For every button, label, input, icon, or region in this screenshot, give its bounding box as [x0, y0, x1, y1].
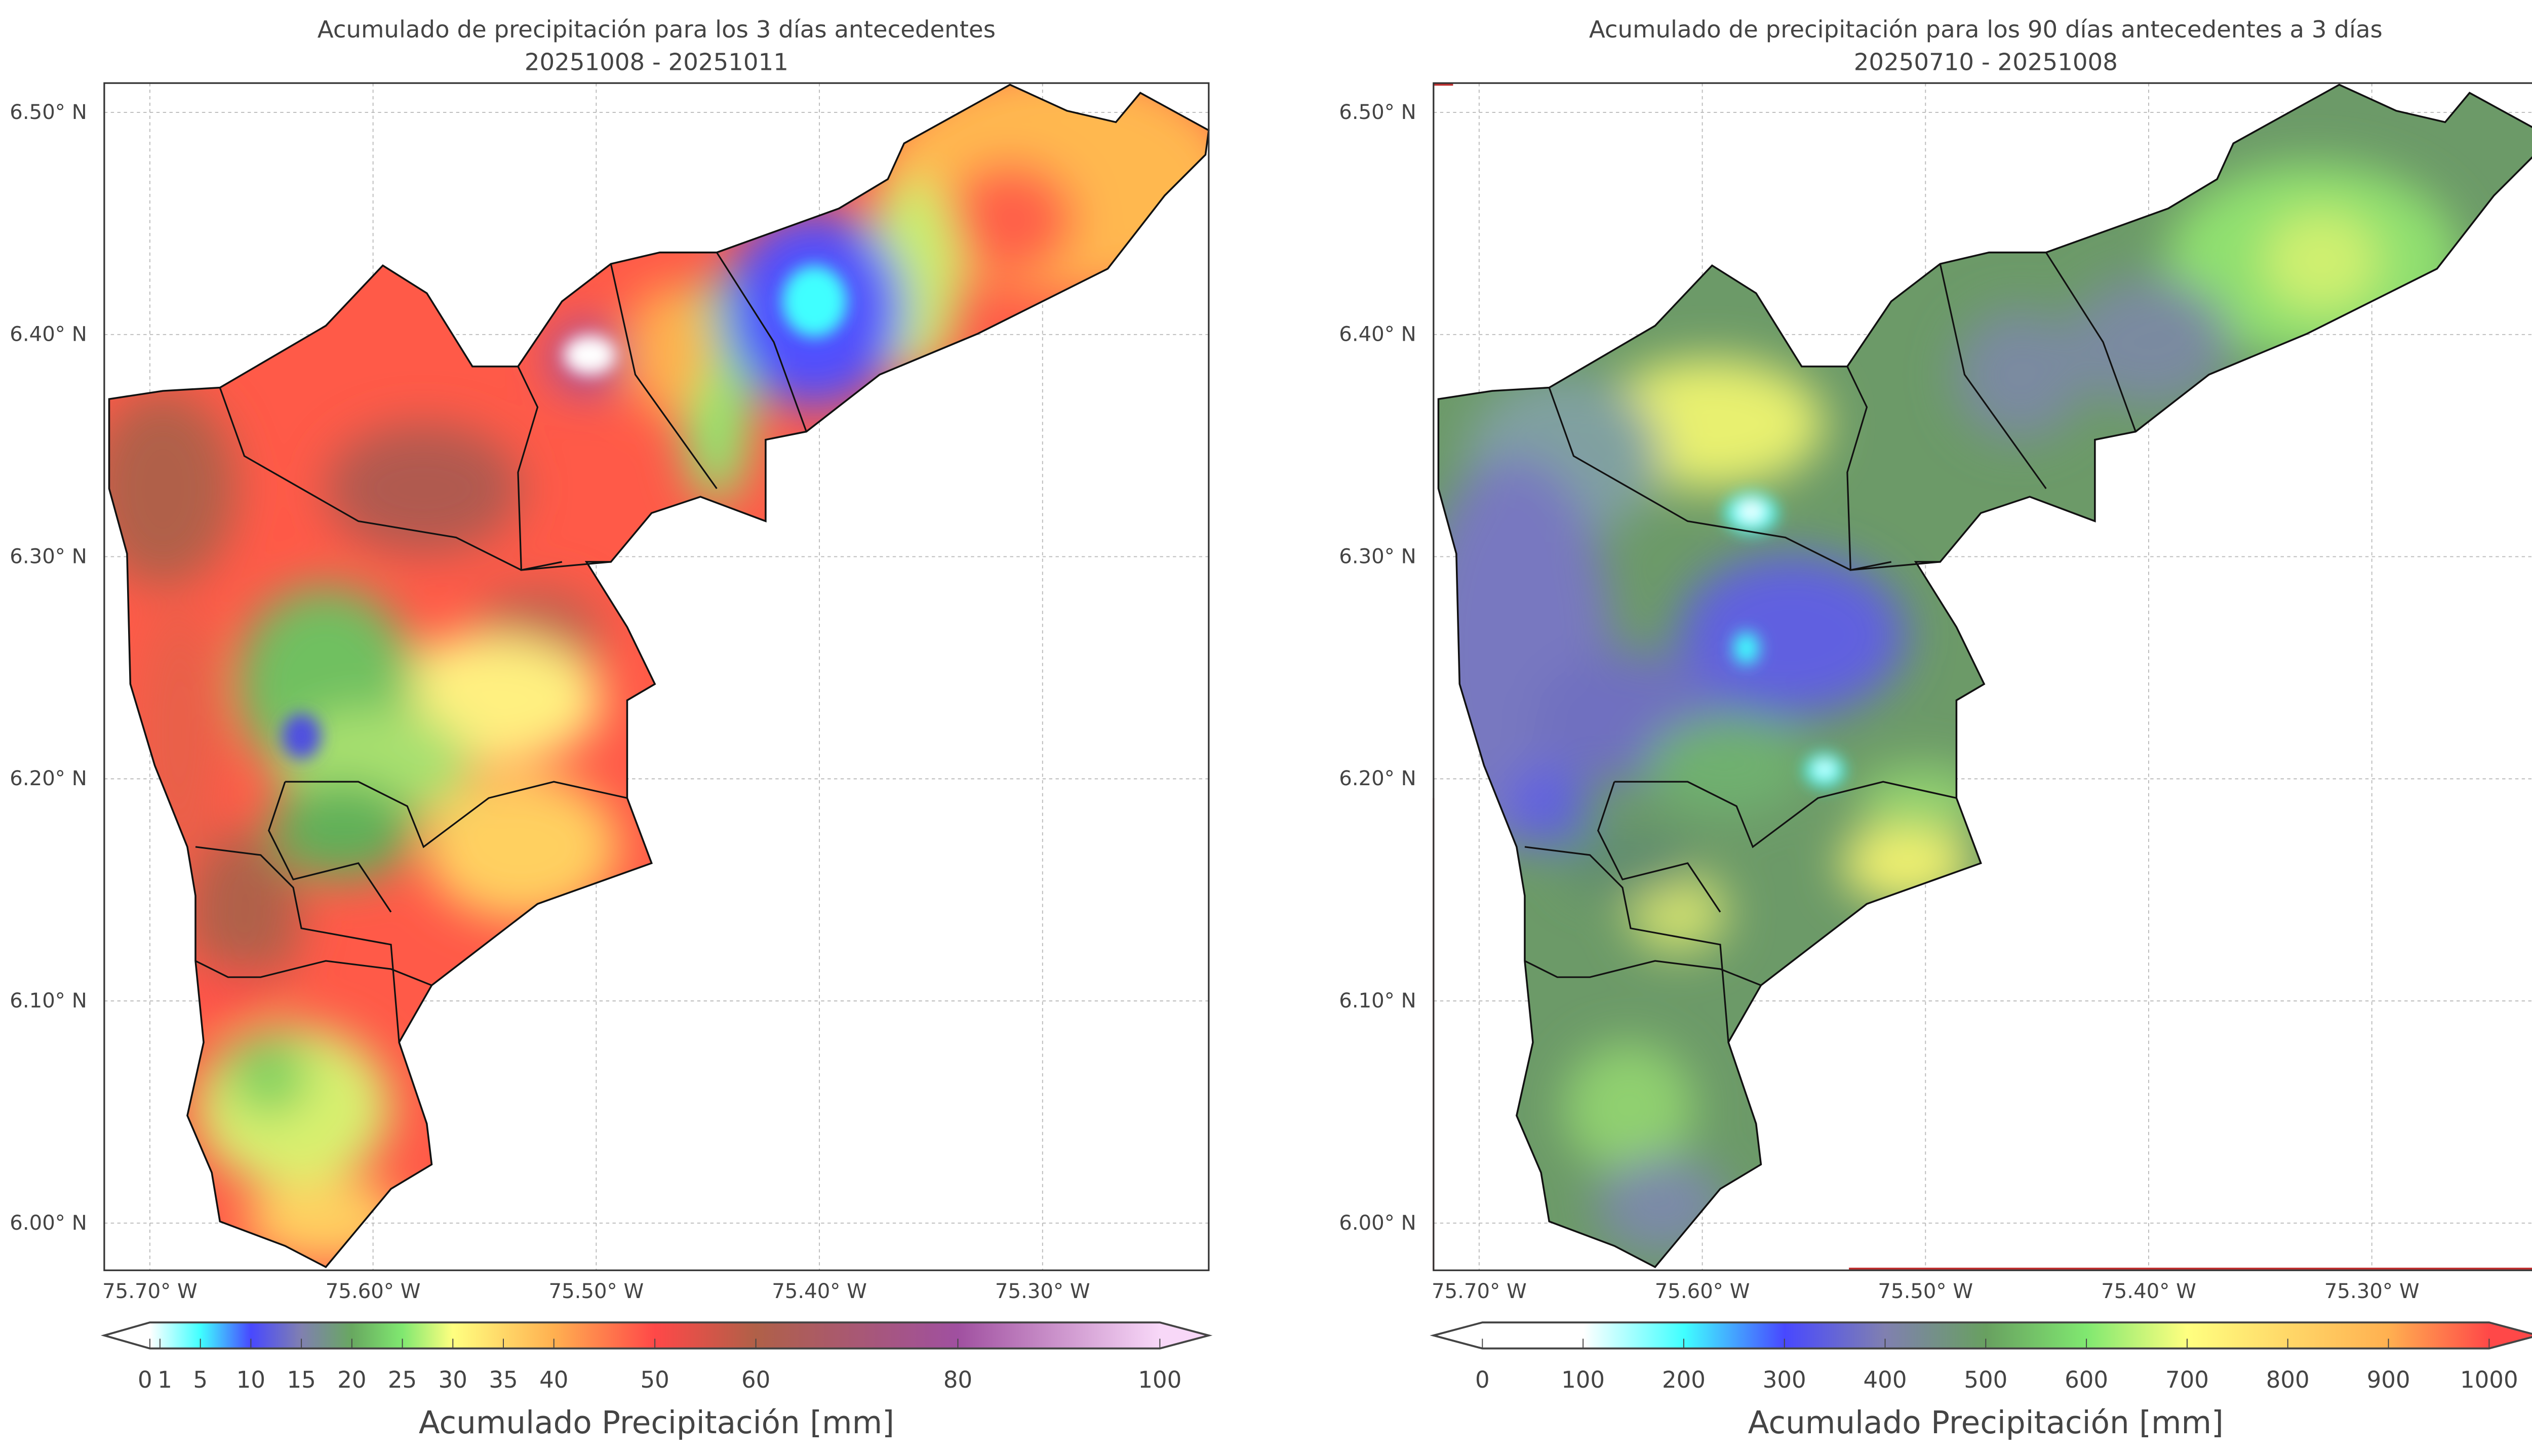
colorbar-tick-label: 700	[2165, 1366, 2209, 1393]
right-map-panel: Acumulado de precipitación para los 90 d…	[1339, 16, 2532, 1441]
lon-tick-label: 75.60° W	[326, 1280, 421, 1303]
left-lat-labels: 6.50° N 6.40° N 6.30° N 6.20° N 6.10° N 6.00°…	[10, 101, 87, 1235]
lon-tick-label: 75.60° W	[1655, 1280, 1750, 1303]
lat-tick-label: 6.10° N	[10, 989, 87, 1013]
lon-tick-label: 75.50° W	[548, 1280, 644, 1303]
colorbar-tick-label: 10	[236, 1366, 265, 1393]
colorbar-tick-label: 1	[157, 1366, 172, 1393]
lat-tick-label: 6.00° N	[1339, 1211, 1416, 1235]
right-colorbar: 0 100 200 300 400 500 600 700 800 900 1000 Acumula…	[1430, 1321, 2532, 1441]
colorbar-tick-label: 30	[439, 1366, 467, 1393]
right-map-subtitle: 20250710 - 20251008	[1854, 48, 2118, 75]
colorbar-tick-label: 20	[337, 1366, 366, 1393]
right-map-frame	[1433, 82, 2532, 1271]
lon-tick-label: 75.70° W	[102, 1280, 197, 1303]
colorbar-tick-label: 50	[641, 1366, 669, 1393]
colorbar-tick-label: 800	[2266, 1366, 2310, 1393]
colorbar-tick-label: 200	[1662, 1366, 1706, 1393]
lon-tick-label: 75.40° W	[2101, 1280, 2196, 1303]
left-map-title: Acumulado de precipitación para los 3 dí…	[318, 16, 996, 43]
lon-tick-label: 75.30° W	[995, 1280, 1090, 1303]
lat-tick-label: 6.50° N	[10, 101, 87, 124]
left-municipal-boundaries	[195, 178, 889, 1042]
lon-tick-label: 75.40° W	[772, 1280, 867, 1303]
left-map-frame	[103, 82, 1210, 1271]
right-lat-labels: 6.50° N 6.40° N 6.30° N 6.20° N 6.10° N 6.00°…	[1339, 101, 1416, 1235]
right-map-title: Acumulado de precipitación para los 90 d…	[1589, 16, 2383, 43]
colorbar-tick-label: 300	[1763, 1366, 1806, 1393]
left-map-subtitle: 20251008 - 20251011	[525, 48, 788, 75]
lat-tick-label: 6.00° N	[10, 1211, 87, 1235]
lat-tick-label: 6.50° N	[1339, 101, 1416, 124]
colorbar-tick-label: 0	[138, 1366, 152, 1393]
lat-tick-label: 6.30° N	[1339, 545, 1416, 568]
right-lon-labels: 75.70° W 75.60° W 75.50° W 75.40° W 75.30° W	[1432, 1280, 2420, 1303]
colorbar-tick-label: 80	[943, 1366, 972, 1393]
lat-tick-label: 6.40° N	[1339, 323, 1416, 346]
lat-tick-label: 6.40° N	[10, 323, 87, 346]
colorbar-tick-label: 15	[287, 1366, 315, 1393]
left-precip-field	[109, 85, 1209, 1267]
colorbar-tick-label: 100	[1561, 1366, 1605, 1393]
left-map-panel: Acumulado de precipitación para los 3 dí…	[10, 16, 1213, 1441]
lat-tick-label: 6.30° N	[10, 545, 87, 568]
colorbar-tick-label: 600	[2065, 1366, 2108, 1393]
colorbar-tick-label: 60	[741, 1366, 770, 1393]
lon-tick-label: 75.70° W	[1432, 1280, 1527, 1303]
colorbar-tick-label: 500	[1964, 1366, 2007, 1393]
colorbar-tick-label: 5	[193, 1366, 208, 1393]
lat-tick-label: 6.10° N	[1339, 989, 1416, 1013]
colorbar-tick-label: 400	[1864, 1366, 1907, 1393]
colorbar-tick-label: 40	[539, 1366, 568, 1393]
left-lon-labels: 75.70° W 75.60° W 75.50° W 75.40° W 75.30° W	[102, 1280, 1090, 1303]
right-municipal-boundaries	[1524, 178, 2218, 1042]
left-colorbar: 0 1 5 10 15 20 25 30 35 40 50 60 80 100 Acumulado Pre…	[100, 1321, 1213, 1441]
right-colorbar-label: Acumulado Precipitación [mm]	[1748, 1405, 2224, 1441]
lon-tick-label: 75.30° W	[2324, 1280, 2420, 1303]
colorbar-tick-label: 100	[1138, 1366, 1181, 1393]
colorbar-tick-label: 0	[1475, 1366, 1490, 1393]
colorbar-tick-label: 900	[2367, 1366, 2410, 1393]
lat-tick-label: 6.20° N	[1339, 767, 1416, 790]
left-colorbar-bar	[100, 1321, 1213, 1350]
lon-tick-label: 75.50° W	[1878, 1280, 1973, 1303]
right-precip-field	[1438, 85, 2532, 1267]
lat-tick-label: 6.20° N	[10, 767, 87, 790]
colorbar-tick-label: 25	[388, 1366, 417, 1393]
right-colorbar-bar	[1430, 1321, 2532, 1350]
colorbar-tick-label: 35	[489, 1366, 518, 1393]
left-colorbar-label: Acumulado Precipitación [mm]	[419, 1405, 894, 1441]
colorbar-tick-label: 1000	[2460, 1366, 2518, 1393]
